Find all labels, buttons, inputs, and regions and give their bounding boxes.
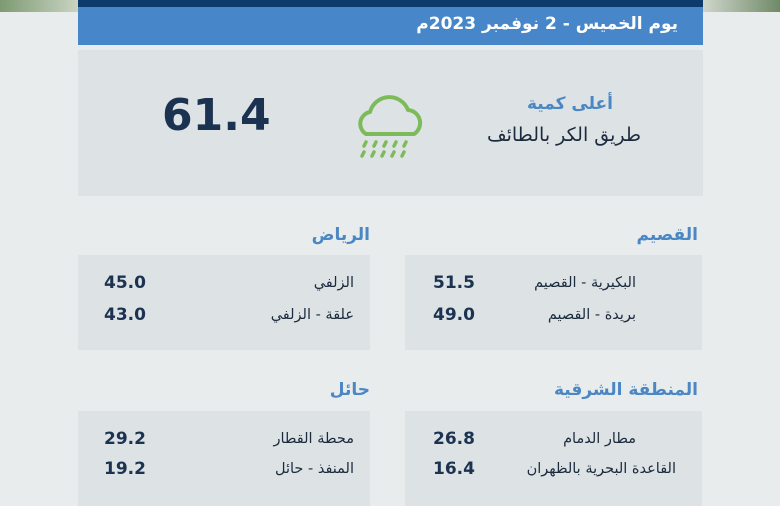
station-name: الزلفي bbox=[313, 275, 354, 291]
region-title-hail: حائل bbox=[329, 380, 370, 400]
highlight-value: 61.4 bbox=[162, 90, 271, 141]
top-band bbox=[78, 0, 703, 7]
date-header: يوم الخميس - 2 نوفمبر 2023م bbox=[78, 7, 703, 45]
background-photo-left bbox=[0, 0, 78, 12]
station-value: 26.8 bbox=[433, 429, 475, 449]
station-value: 45.0 bbox=[104, 273, 146, 293]
station-value: 29.2 bbox=[104, 429, 146, 449]
highlight-place: طريق الكر بالطائف bbox=[486, 124, 641, 146]
station-value: 19.2 bbox=[104, 459, 146, 479]
station-value: 16.4 bbox=[433, 459, 475, 479]
station-row: محطة القطار 29.2 bbox=[78, 429, 370, 457]
rain-cloud-icon bbox=[358, 95, 423, 158]
region-box-hail: محطة القطار 29.2 المنفذ - حائل 19.2 bbox=[78, 411, 370, 506]
station-name: محطة القطار bbox=[273, 431, 354, 447]
station-value: 51.5 bbox=[433, 273, 475, 293]
station-name: القاعدة البحرية بالظهران bbox=[526, 461, 676, 477]
station-value: 49.0 bbox=[433, 305, 475, 325]
region-box-qassim: البكيرية - القصيم 51.5 بريدة - القصيم 49.0 bbox=[405, 255, 702, 350]
highlight-label: أعلى كمية bbox=[526, 94, 613, 114]
region-box-eastern: مطار الدمام 26.8 القاعدة البحرية بالظهران… bbox=[405, 411, 702, 506]
station-row: القاعدة البحرية بالظهران 16.4 bbox=[405, 459, 702, 487]
station-value: 43.0 bbox=[104, 305, 146, 325]
station-name: بريدة - القصيم bbox=[547, 307, 636, 323]
station-row: المنفذ - حائل 19.2 bbox=[78, 459, 370, 487]
station-name: المنفذ - حائل bbox=[275, 461, 354, 477]
highlight-panel: أعلى كمية طريق الكر بالطائف 61.4 bbox=[78, 50, 703, 196]
station-row: الزلفي 45.0 bbox=[78, 273, 370, 301]
station-name: مطار الدمام bbox=[563, 431, 636, 447]
station-name: البكيرية - القصيم bbox=[534, 275, 636, 291]
background-photo-right bbox=[703, 0, 780, 12]
region-title-eastern: المنطقة الشرقية bbox=[553, 380, 698, 400]
station-row: مطار الدمام 26.8 bbox=[405, 429, 702, 457]
region-title-qassim: القصيم bbox=[636, 225, 698, 245]
region-box-riyadh: الزلفي 45.0 علقة - الزلفي 43.0 bbox=[78, 255, 370, 350]
station-name: علقة - الزلفي bbox=[270, 307, 354, 323]
station-row: بريدة - القصيم 49.0 bbox=[405, 305, 702, 333]
region-title-riyadh: الرياض bbox=[311, 225, 370, 245]
station-row: البكيرية - القصيم 51.5 bbox=[405, 273, 702, 301]
station-row: علقة - الزلفي 43.0 bbox=[78, 305, 370, 333]
